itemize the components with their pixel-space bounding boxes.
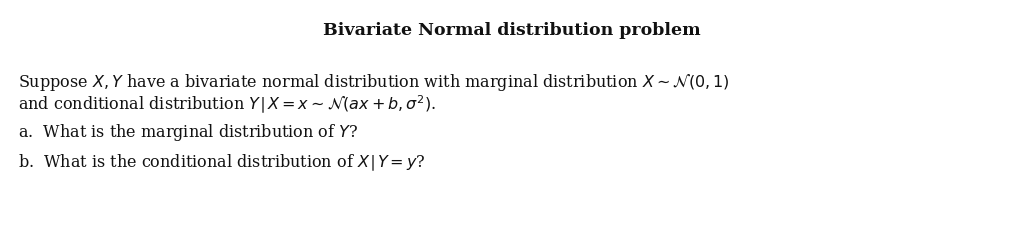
- Text: a.  What is the marginal distribution of $Y$?: a. What is the marginal distribution of …: [18, 122, 358, 143]
- Text: and conditional distribution $Y\!\mid\!X = x \sim \mathcal{N}(ax + b, \sigma^2)$: and conditional distribution $Y\!\mid\!X…: [18, 94, 436, 116]
- Text: Suppose $X, Y$ have a bivariate normal distribution with marginal distribution $: Suppose $X, Y$ have a bivariate normal d…: [18, 72, 730, 93]
- Text: Bivariate Normal distribution problem: Bivariate Normal distribution problem: [324, 22, 700, 39]
- Text: b.  What is the conditional distribution of $X\!\mid\!Y = y$?: b. What is the conditional distribution …: [18, 152, 426, 172]
